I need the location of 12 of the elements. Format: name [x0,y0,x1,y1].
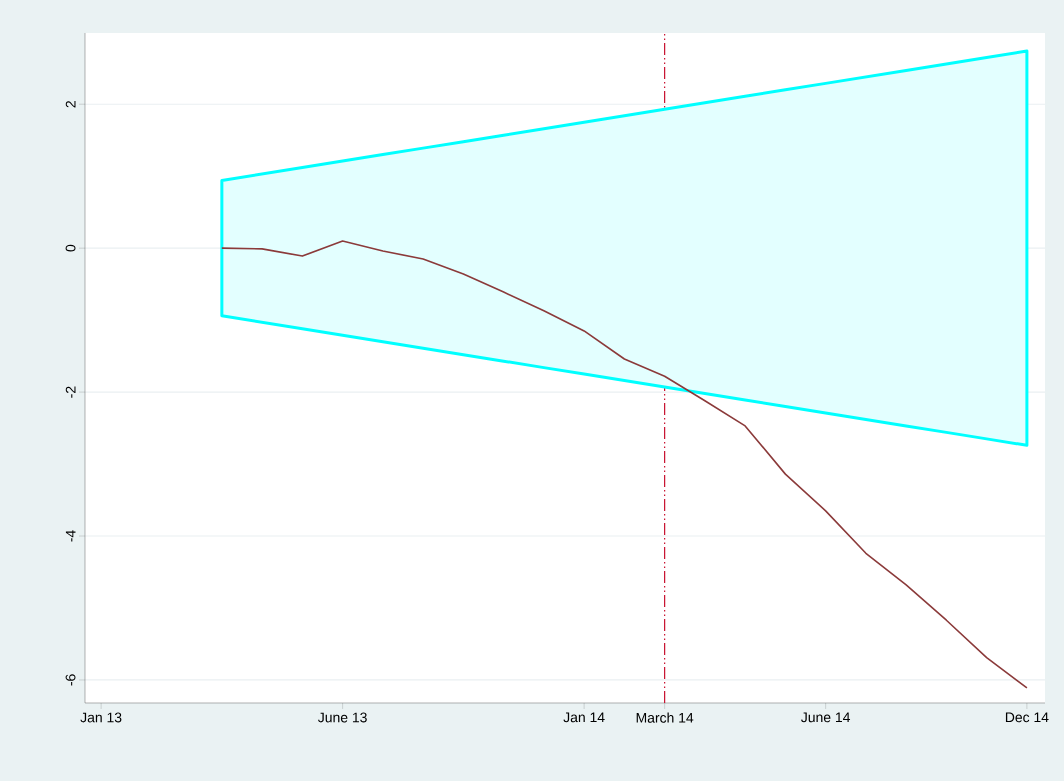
x-tick-label: Jan 13 [80,712,122,723]
y-tick-label: 2 [65,101,76,108]
x-tick-label: March 14 [636,712,694,723]
y-tick-label: 0 [65,244,76,252]
y-tick-label: -4 [65,530,76,542]
x-tick-label: June 13 [318,712,367,723]
x-tick-label: Dec 14 [1005,712,1049,723]
y-tick-label: -2 [65,386,76,398]
y-tick-label: -6 [65,674,76,686]
x-tick-label: Jan 14 [563,712,605,723]
line-series [221,240,1028,689]
x-tick-label: June 14 [801,712,851,723]
